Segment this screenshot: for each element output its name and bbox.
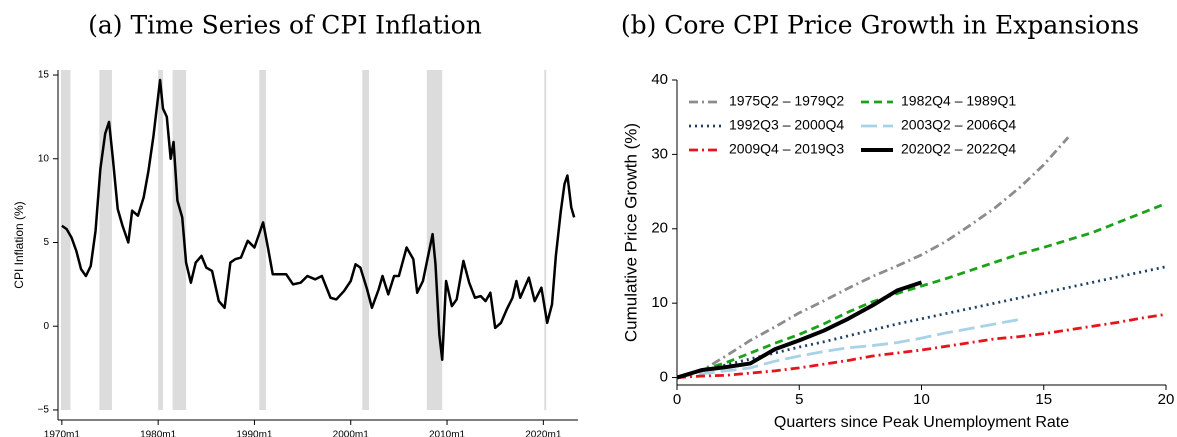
recession-band <box>362 70 370 410</box>
x-tick-label: 15 <box>1035 391 1052 408</box>
x-tick-label: 1980m1 <box>140 430 177 437</box>
recession-band <box>158 70 163 410</box>
x-tick-label: 20 <box>1158 391 1175 408</box>
legend-label: 1982Q4 – 1989Q1 <box>901 93 1016 109</box>
y-tick-label: 10 <box>651 294 668 311</box>
data-line <box>61 78 576 361</box>
legend-label: 1975Q2 – 1979Q2 <box>729 93 844 109</box>
data-line <box>676 280 923 380</box>
x-axis-title: Quarters since Peak Unemployment Rate <box>774 414 1069 431</box>
x-tick-label: 1970m1 <box>44 430 81 437</box>
y-tick-label: −5 <box>38 405 50 416</box>
x-tick-label: 1990m1 <box>236 430 273 437</box>
data-line <box>676 318 1020 379</box>
legend-label: 2003Q2 – 2006Q4 <box>901 117 1016 133</box>
x-tick-label: 5 <box>795 391 803 408</box>
x-tick-label: 2020m1 <box>525 430 562 437</box>
x-tick-label: 10 <box>913 391 930 408</box>
x-tick-label: 0 <box>673 391 681 408</box>
y-tick-label: 20 <box>651 220 668 237</box>
recession-band <box>426 70 443 410</box>
recession-band <box>172 70 187 410</box>
legend-label: 2009Q4 – 2019Q3 <box>729 141 844 157</box>
recession-band <box>99 70 112 410</box>
y-tick-label: 10 <box>38 153 50 164</box>
chart-title: (b) Core CPI Price Growth in Expansions <box>621 11 1139 40</box>
recession-band <box>544 70 547 410</box>
legend-label: 1992Q3 – 2000Q4 <box>729 117 844 133</box>
data-line <box>676 202 1167 379</box>
y-tick-label: 0 <box>43 321 49 332</box>
y-axis-title: CPI Inflation (%) <box>12 201 26 288</box>
y-tick-label: 40 <box>651 71 668 88</box>
recession-band <box>259 70 266 410</box>
y-tick-label: 0 <box>660 369 668 386</box>
chart-title: (a) Time Series of CPI Inflation <box>88 11 482 40</box>
y-tick-label: 5 <box>43 237 49 248</box>
legend-label: 2020Q2 – 2022Q4 <box>901 141 1016 157</box>
recession-band <box>60 70 71 410</box>
y-axis-title: Cumulative Price Growth (%) <box>621 123 640 342</box>
y-tick-label: 15 <box>38 70 50 81</box>
data-line <box>676 312 1167 379</box>
x-tick-label: 2000m1 <box>333 430 370 437</box>
y-tick-label: 30 <box>651 145 668 162</box>
x-tick-label: 2010m1 <box>429 430 466 437</box>
